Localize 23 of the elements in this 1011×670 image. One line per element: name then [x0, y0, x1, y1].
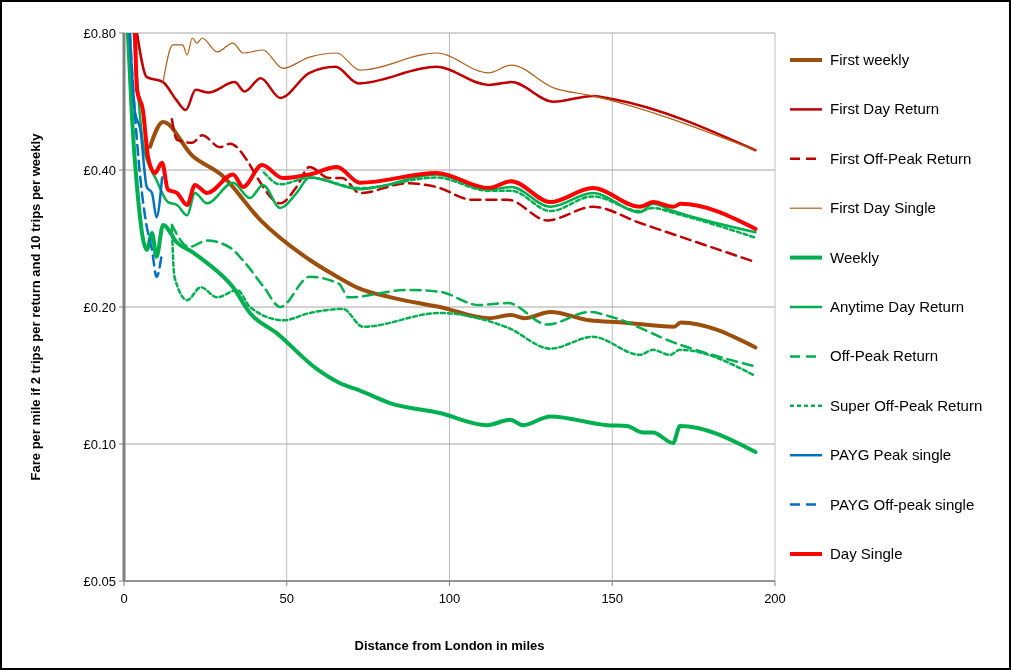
legend-label: Weekly	[830, 248, 880, 266]
legend-label: First Day Return	[830, 100, 940, 118]
y-tick-label: £0.20	[83, 300, 116, 315]
legend-label: PAYG Peak single	[830, 446, 952, 464]
legend-label: First Off-Peak Return	[830, 149, 972, 167]
legend-label: Anytime Day Return	[830, 298, 965, 315]
legend-label: First Day Single	[830, 199, 936, 217]
y-tick-label: £0.80	[83, 26, 116, 41]
x-tick-label: 150	[601, 591, 624, 606]
x-tick-label: 200	[764, 591, 786, 606]
legend-label: First weekly	[830, 51, 910, 68]
legend-label: Off-Peak Return	[830, 347, 939, 365]
y-tick-label: £0.10	[83, 437, 116, 452]
x-tick-label: 50	[279, 591, 294, 606]
x-tick-label: 0	[120, 591, 128, 606]
legend-label: Day Single	[830, 545, 903, 562]
y-tick-label: £0.05	[83, 574, 116, 589]
legend-label: Super Off-Peak Return	[830, 396, 983, 414]
legend-label: PAYG Off-peak single	[830, 495, 975, 513]
y-tick-label: £0.40	[83, 163, 116, 178]
x-axis-title: Distance from London in miles	[354, 638, 545, 653]
x-tick-label: 100	[438, 591, 461, 606]
y-axis-title: Fare per mile if 2 trips per return and 10 trips per weekly	[28, 132, 43, 481]
